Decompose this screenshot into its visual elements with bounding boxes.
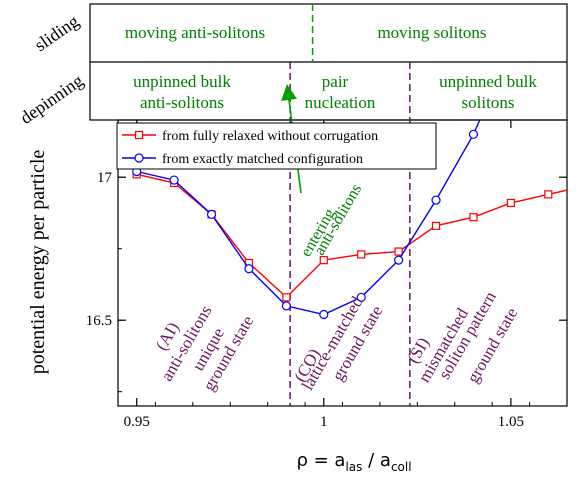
legend: from fully relaxed without corrugation f… [116,122,437,170]
legend-blue-entry: from exactly matched configuration [122,152,363,167]
legend-box [116,122,437,170]
depinning-label: depinning [16,70,86,128]
series-1-point [582,182,587,189]
x-axis-label: ρ = alas / acoll [296,450,411,474]
series-2-point [507,45,515,53]
depinning-mid-line1: pair [322,72,349,91]
sliding-right-text: moving solitons [377,23,486,42]
x-label-slash: / a [362,450,391,471]
x-tick-label: 0.95 [124,414,150,430]
series-2-point [281,301,291,311]
top-panel: sliding depinning moving anti-solitons m… [16,3,568,128]
series-1-point [544,190,553,199]
legend-red-marker [134,130,144,140]
y-axis-label: potential energy per particle [27,150,49,375]
series-1-point [282,293,291,302]
series-2-point [394,255,404,265]
sliding-label: sliding [31,11,83,55]
depinning-right-line1: unpinned bulk [439,72,537,91]
y-tick-label: 16.5 [86,313,112,329]
x-label-sub-las: las [345,460,362,474]
series-2-point [169,175,179,185]
series-2-point [356,292,366,302]
sliding-left-text: moving anti-solitons [125,23,265,42]
legend-red-entry: from fully relaxed without corrugation [122,129,378,144]
legend-blue-marker [134,153,144,163]
series-1-point [469,213,478,222]
series-layer [132,45,587,320]
legend-blue-label: from exactly matched configuration [162,152,363,167]
series-2-point [244,264,254,274]
depinning-right-line2: solitons [462,93,515,112]
depinning-mid-line2: nucleation [305,93,376,112]
series-1-point [357,250,366,259]
series-1-point [431,221,441,230]
x-tick-label: 1.05 [498,414,524,430]
series-2-point [319,309,329,320]
series-1-point [394,247,403,256]
region-ai-label: (AI) anti-solitons unique ground state [152,302,258,394]
region-si-label: (SI) mismatched soliton pattern ground s… [403,288,521,386]
legend-red-label: from fully relaxed without corrugation [162,129,378,144]
axes: 0.95 1 1.05 16.5 17 [86,120,567,430]
series-2-point [431,195,441,205]
series-1-point [506,198,515,208]
x-tick-label: 1 [320,414,328,430]
depinning-left-line1: unpinned bulk [133,72,231,91]
depinning-left-line2: anti-solitons [140,93,224,112]
boundary-lines [289,4,411,406]
x-label-sub-coll: coll [391,460,412,474]
series-2-point [206,209,217,219]
x-label-rho: ρ = a [296,450,345,471]
series-1-point [319,256,328,265]
series-2-point [468,129,479,139]
y-tick-label: 17 [97,170,113,186]
